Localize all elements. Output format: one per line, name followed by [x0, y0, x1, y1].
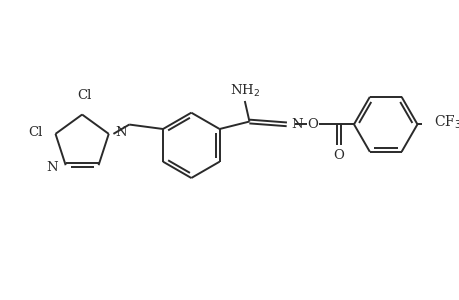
Text: N: N	[46, 160, 58, 174]
Text: O: O	[307, 118, 318, 131]
Text: O: O	[333, 148, 344, 162]
Text: NH$_2$: NH$_2$	[229, 83, 259, 99]
Text: CF$_3$: CF$_3$	[433, 114, 459, 131]
Text: N: N	[291, 118, 302, 131]
Text: N: N	[115, 125, 127, 139]
Text: Cl: Cl	[77, 89, 91, 102]
Text: Cl: Cl	[28, 125, 42, 139]
